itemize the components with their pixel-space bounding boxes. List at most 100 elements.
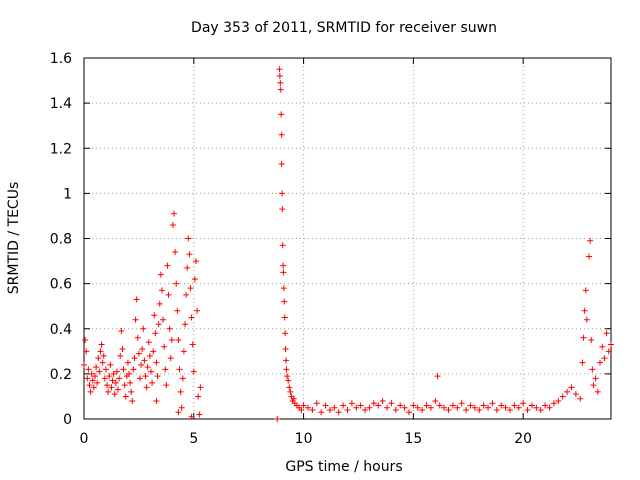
- data-point: [589, 366, 596, 373]
- data-point: [286, 384, 293, 391]
- data-point: [144, 364, 151, 371]
- data-point: [177, 388, 184, 395]
- data-point: [190, 368, 197, 375]
- data-point: [146, 352, 153, 359]
- data-point: [88, 370, 95, 377]
- data-point: [120, 366, 127, 373]
- grid: [84, 58, 611, 419]
- data-point: [283, 357, 290, 364]
- data-point: [515, 404, 522, 411]
- data-point: [147, 368, 154, 375]
- y-axis: 0 0.2 0.4 0.6 0.8 1 1.2 1.4 1.6: [50, 51, 611, 428]
- data-point: [414, 404, 421, 411]
- data-point: [195, 393, 202, 400]
- data-point: [129, 397, 136, 404]
- data-point: [101, 375, 108, 382]
- data-point: [99, 359, 106, 366]
- data-point: [196, 411, 203, 418]
- data-point: [167, 355, 174, 362]
- data-point: [136, 375, 143, 382]
- data-point: [184, 264, 191, 271]
- data-point: [384, 404, 391, 411]
- data-point: [550, 400, 557, 407]
- data-point: [111, 391, 118, 398]
- data-point: [141, 357, 148, 364]
- data-point: [454, 404, 461, 411]
- data-point: [163, 382, 170, 389]
- data-point: [157, 271, 164, 278]
- data-point: [344, 406, 351, 413]
- data-point: [542, 402, 549, 409]
- data-point: [182, 321, 189, 328]
- data-point: [597, 359, 604, 366]
- data-point: [572, 391, 579, 398]
- data-point: [537, 406, 544, 413]
- data-point: [520, 400, 527, 407]
- y-tick-label: 0: [63, 412, 72, 428]
- data-point: [180, 348, 187, 355]
- data-point: [279, 242, 286, 249]
- data-point: [113, 368, 120, 375]
- data-point: [138, 361, 145, 368]
- data-point: [278, 161, 285, 168]
- data-point: [498, 402, 505, 409]
- data-point: [546, 404, 553, 411]
- data-point: [432, 397, 439, 404]
- data-point: [280, 269, 287, 276]
- y-tick-label: 1.2: [50, 141, 72, 157]
- data-point: [98, 341, 105, 348]
- y-tick-label: 0.8: [50, 232, 72, 248]
- x-tick-label: 5: [189, 431, 198, 447]
- data-point: [104, 382, 111, 389]
- data-point: [283, 366, 290, 373]
- data-point: [397, 402, 404, 409]
- data-point: [127, 379, 134, 386]
- data-point: [281, 298, 288, 305]
- y-tick-label: 0.4: [50, 322, 72, 338]
- data-point: [568, 384, 575, 391]
- data-point: [599, 343, 606, 350]
- data-point: [130, 366, 137, 373]
- data-point: [119, 346, 126, 353]
- data-point: [153, 397, 160, 404]
- data-point: [583, 316, 590, 323]
- data-point: [135, 350, 142, 357]
- data-point: [326, 406, 333, 413]
- data-point: [434, 373, 441, 380]
- data-point: [150, 348, 157, 355]
- data-point: [179, 375, 186, 382]
- data-point: [110, 370, 117, 377]
- x-tick-label: 10: [295, 431, 313, 447]
- data-point: [107, 361, 114, 368]
- data-point: [155, 321, 162, 328]
- data-point: [436, 402, 443, 409]
- data-point: [192, 258, 199, 265]
- data-point: [174, 307, 181, 314]
- data-point: [366, 404, 373, 411]
- data-point: [335, 409, 342, 416]
- data-point: [185, 235, 192, 242]
- data-point: [158, 287, 165, 294]
- data-point: [493, 406, 500, 413]
- data-point: [87, 388, 94, 395]
- x-axis-label: GPS time / hours: [285, 459, 402, 475]
- data-point: [449, 402, 456, 409]
- data-point: [300, 402, 307, 409]
- data-point: [102, 366, 109, 373]
- data-point: [121, 382, 128, 389]
- data-point: [139, 346, 146, 353]
- data-point: [86, 382, 93, 389]
- data-point: [156, 300, 163, 307]
- data-point: [603, 330, 610, 337]
- data-point: [189, 341, 196, 348]
- data-point: [582, 287, 589, 294]
- data-point: [533, 404, 540, 411]
- data-point: [173, 280, 180, 287]
- data-point: [379, 397, 386, 404]
- data-point: [140, 325, 147, 332]
- data-point: [178, 404, 185, 411]
- data-point: [82, 337, 89, 344]
- data-point: [587, 237, 594, 244]
- data-point: [128, 388, 135, 395]
- data-point: [142, 373, 149, 380]
